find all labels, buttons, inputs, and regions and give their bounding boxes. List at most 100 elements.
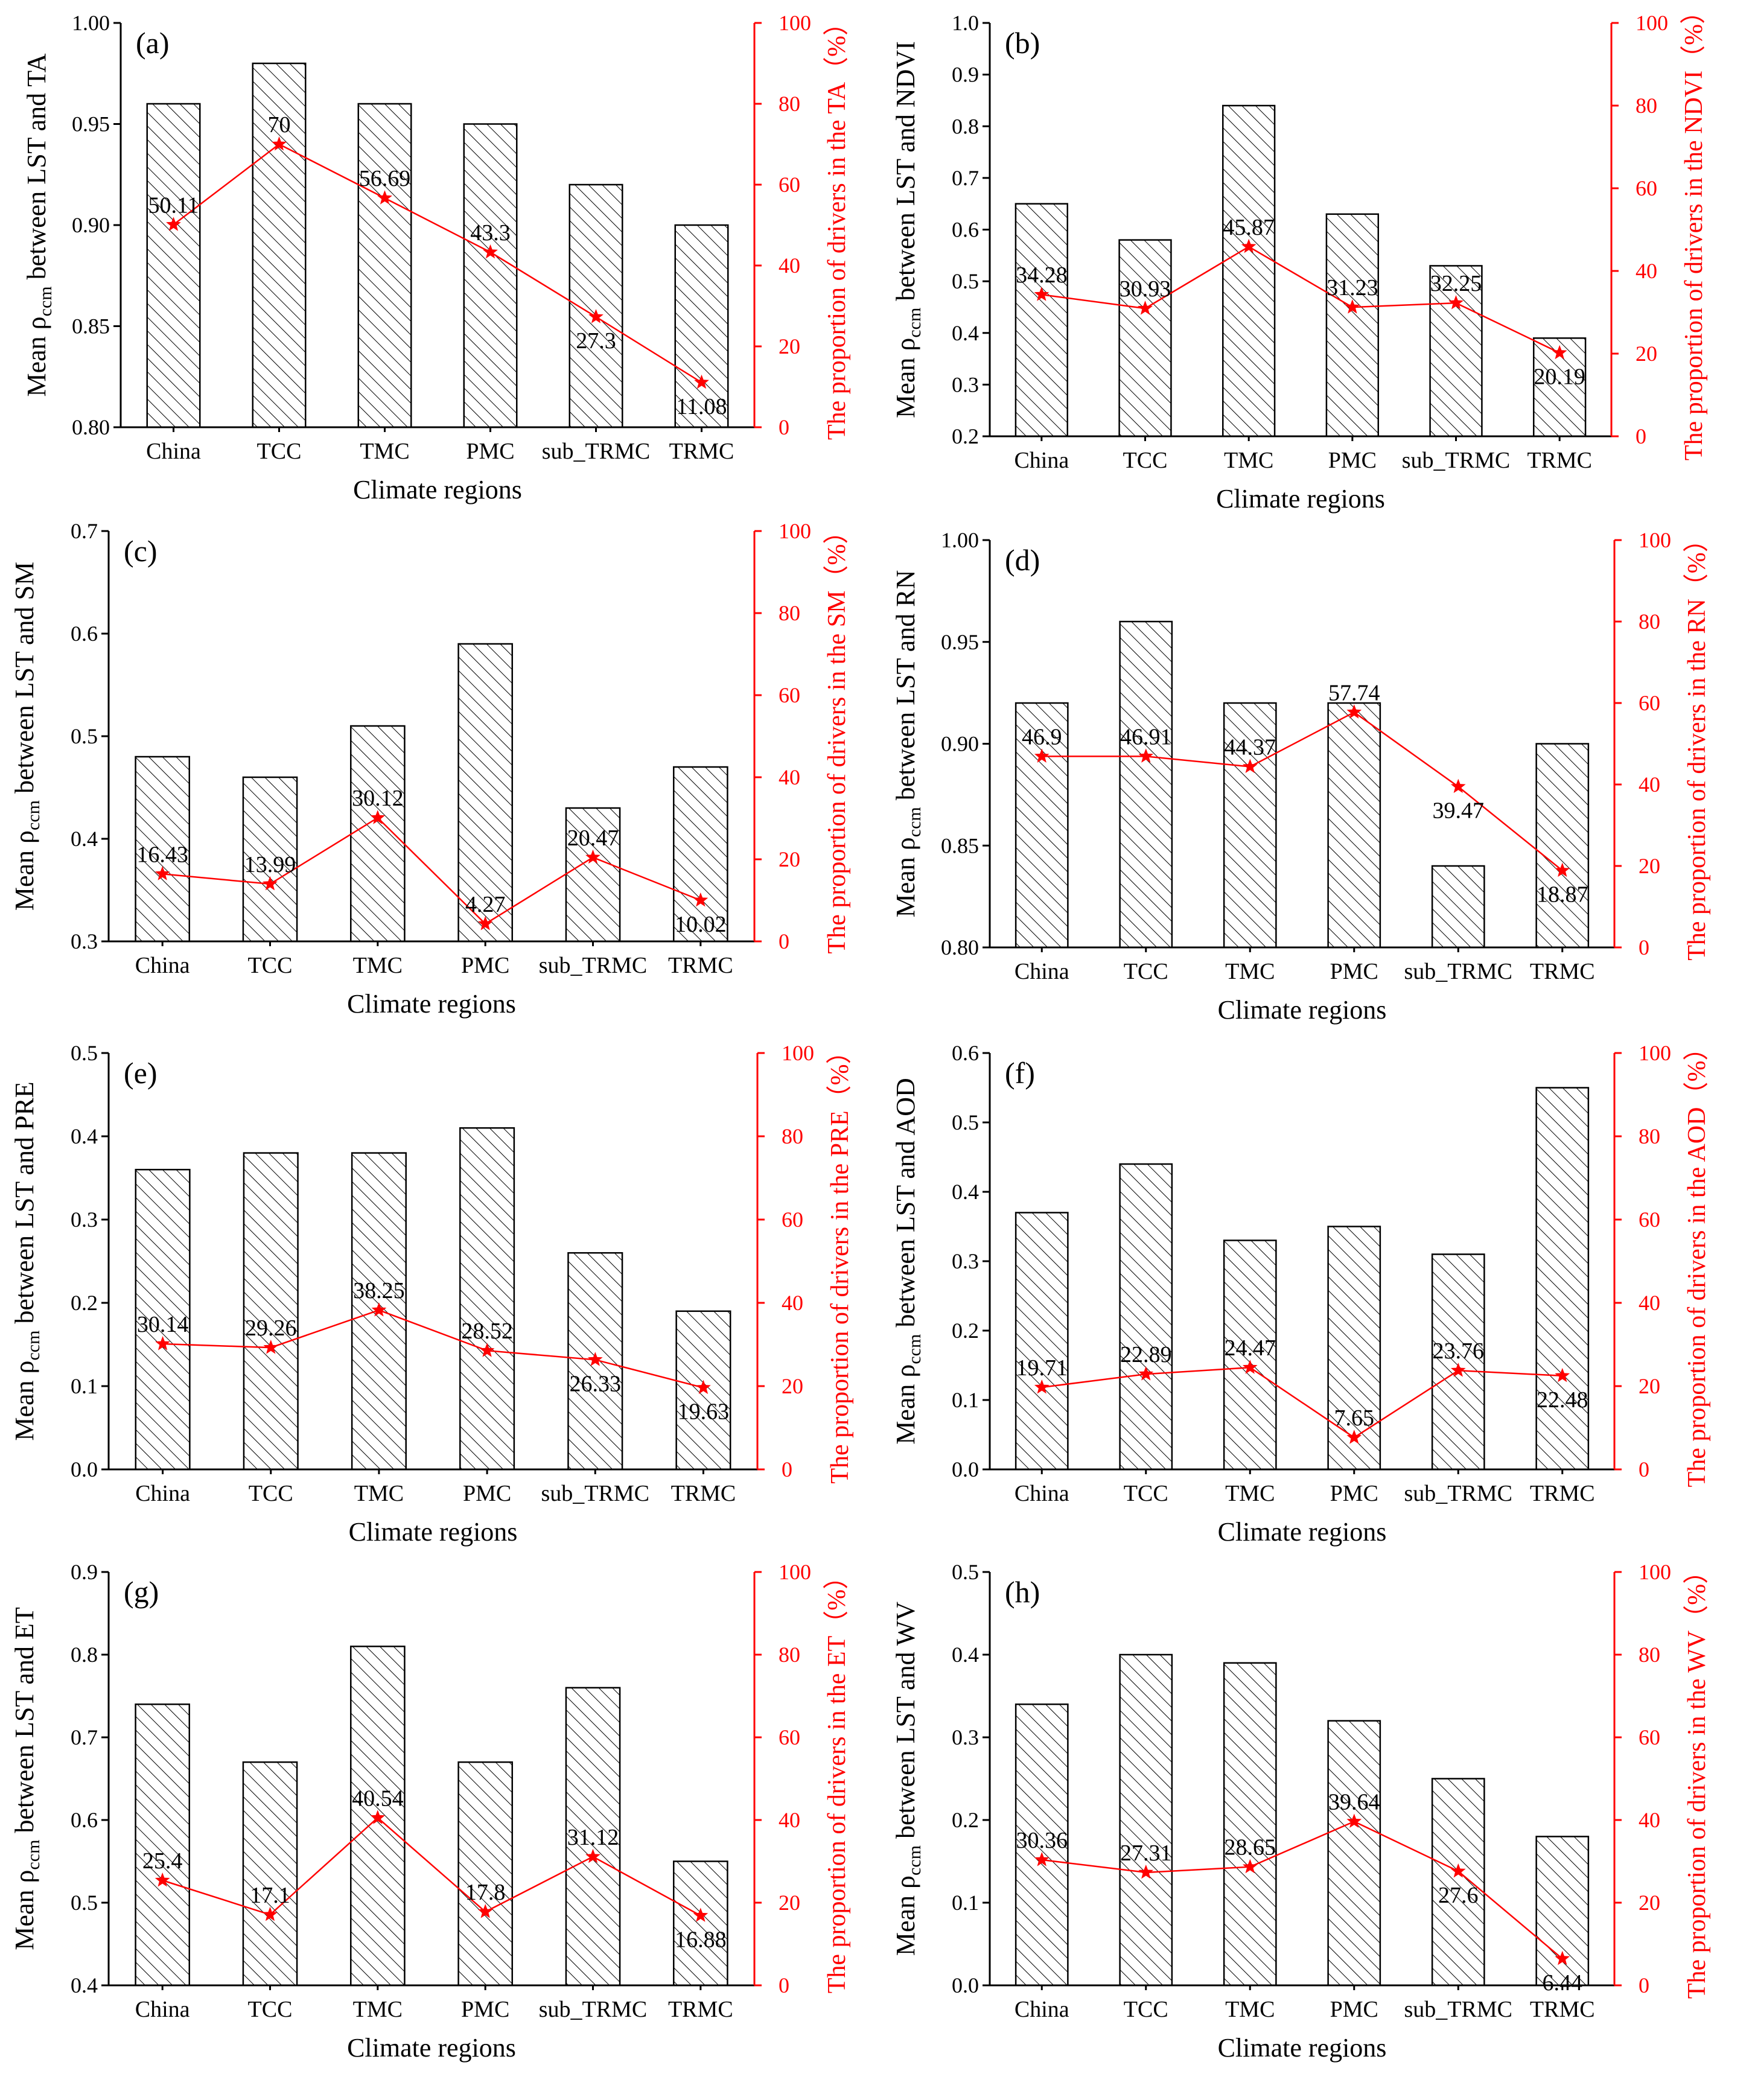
star-marker-TMC [1242, 1360, 1258, 1374]
star-marker-TMC [377, 190, 392, 205]
bar-TRMC [1535, 1836, 1590, 1987]
star-marker-TRMC [1552, 345, 1567, 360]
category-label-China: China [135, 1481, 190, 1506]
star-marker-TCC [1138, 301, 1153, 315]
star-marker-TMC [371, 1302, 387, 1317]
category-label-TCC: TCC [248, 953, 293, 978]
data-label-sub_TRMC: 39.47 [1433, 798, 1485, 824]
star-marker-sub_TRMC [588, 309, 604, 323]
category-label-TCC: TCC [1124, 959, 1168, 984]
chart-panel-d: 0.80 0.85 0.90 0.95 1.00 0 20 40 60 80 100 China TCC… [891, 527, 1711, 1025]
data-label-TCC: 29.26 [245, 1316, 297, 1341]
category-label-sub_TRMC: sub_TRMC [1404, 959, 1512, 984]
left-axis-title: Mean ρccm between LST and TA [22, 53, 56, 396]
left-tick-label: 0.3 [952, 1725, 979, 1749]
star-marker-PMC [1345, 299, 1360, 314]
star-marker-PMC [1346, 1430, 1362, 1444]
star-marker-PMC [1346, 704, 1362, 719]
data-label-sub_TRMC: 27.6 [1438, 1883, 1479, 1908]
right-tick-label: 40 [1639, 772, 1660, 797]
x-axis-title: Climate regions [349, 1517, 518, 1547]
star-marker-sub_TRMC [1450, 778, 1466, 794]
bar-TMC [1223, 1239, 1277, 1471]
star-marker-PMC [1346, 1813, 1362, 1828]
category-label-sub_TRMC: sub_TRMC [539, 953, 647, 978]
star-marker-TRMC [696, 1379, 711, 1395]
category-label-PMC: PMC [461, 1997, 509, 2022]
right-tick-label: 20 [1639, 854, 1660, 878]
panel-label: (f) [1005, 1056, 1035, 1090]
right-tick-label: 100 [1639, 528, 1671, 552]
bar-sub_TRMC [1431, 865, 1485, 949]
bar-TCC [1119, 620, 1173, 949]
x-axis-title: Climate regions [353, 475, 522, 504]
star-marker-TRMC [693, 892, 709, 907]
right-tick-label: 40 [779, 765, 800, 789]
left-axis-title: Mean ρccm between LST and ET [10, 1607, 43, 1950]
left-tick-label: 0.2 [71, 1291, 98, 1315]
bar-China [1015, 203, 1069, 438]
right-tick-label: 40 [1639, 1291, 1660, 1315]
star-marker-TCC [1138, 748, 1154, 763]
data-label-China: 16.43 [136, 842, 188, 867]
proportion-line [162, 1309, 704, 1389]
right-tick-label: 0 [782, 1457, 792, 1481]
right-tick-label: 100 [779, 519, 811, 543]
category-label-TRMC: TRMC [1530, 959, 1595, 984]
data-label-PMC: 17.8 [465, 1880, 506, 1905]
right-axis-title: The proportion of drivers in the SM（%） [823, 519, 851, 954]
proportion-line [1042, 711, 1563, 871]
right-tick-label: 60 [1639, 1208, 1660, 1232]
star-marker-China [1034, 748, 1050, 763]
data-label-sub_TRMC: 26.33 [570, 1371, 622, 1396]
right-tick-label: 20 [779, 334, 800, 358]
star-marker-sub_TRMC [585, 1848, 600, 1863]
star-marker-China [155, 1336, 170, 1351]
data-label-TRMC: 10.02 [675, 912, 727, 937]
left-tick-label: 0.4 [71, 1124, 98, 1148]
star-marker-PMC [479, 1343, 495, 1357]
bar-sub_TRMC [567, 1252, 623, 1471]
data-label-TCC: 13.99 [244, 852, 296, 877]
category-label-TMC: TMC [353, 1997, 403, 2022]
bar-PMC [1327, 702, 1381, 949]
right-tick-label: 60 [1639, 691, 1660, 715]
data-label-TCC: 17.1 [250, 1883, 290, 1908]
star-marker-sub_TRMC [1450, 1363, 1466, 1377]
panel-label: (h) [1005, 1575, 1040, 1609]
left-axis-title: Mean ρccm between LST and PRE [10, 1081, 43, 1440]
bar-TCC [1119, 1653, 1173, 1987]
category-label-TRMC: TRMC [668, 953, 733, 978]
category-label-sub_TRMC: sub_TRMC [1404, 1997, 1512, 2022]
left-tick-label: 0.6 [71, 1808, 98, 1832]
left-tick-label: 0.3 [952, 1249, 979, 1273]
right-tick-label: 80 [1639, 1643, 1660, 1667]
category-label-TMC: TMC [353, 953, 403, 978]
left-tick-label: 0.4 [952, 321, 979, 345]
star-marker-China [1034, 1379, 1050, 1394]
proportion-line [173, 143, 702, 383]
bar-PMC [1327, 1226, 1381, 1471]
panel-label: (b) [1005, 26, 1040, 60]
right-tick-label: 0 [1639, 1457, 1649, 1481]
category-label-TRMC: TRMC [1527, 448, 1592, 473]
category-label-TMC: TMC [1225, 1481, 1275, 1506]
right-tick-label: 100 [1639, 1041, 1671, 1065]
data-label-TMC: 38.25 [353, 1278, 405, 1303]
bar-China [146, 103, 201, 428]
right-tick-label: 20 [1636, 342, 1657, 366]
left-tick-label: 0.3 [71, 929, 98, 953]
category-label-PMC: PMC [1330, 1481, 1378, 1506]
x-axis-title: Climate regions [1218, 1517, 1387, 1547]
right-tick-label: 60 [782, 1208, 803, 1232]
bar-TCC [243, 1152, 299, 1471]
left-axis-title: Mean ρccm between LST and AOD [891, 1078, 925, 1445]
right-tick-label: 0 [1639, 1973, 1649, 1997]
category-label-PMC: PMC [1328, 448, 1377, 473]
bar-TRMC [1535, 1087, 1590, 1471]
right-tick-label: 60 [779, 173, 800, 197]
data-label-TMC: 40.54 [352, 1786, 404, 1811]
proportion-line [1042, 1366, 1562, 1439]
right-tick-label: 20 [779, 847, 800, 871]
bar-China [1015, 1212, 1069, 1471]
